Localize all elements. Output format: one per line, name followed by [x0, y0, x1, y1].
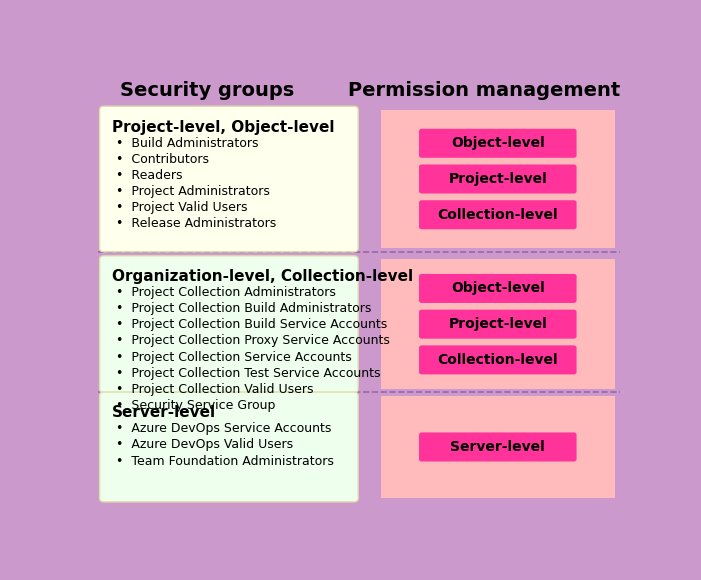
Text: •  Security Service Group: • Security Service Group: [116, 398, 275, 412]
Text: Permission management: Permission management: [348, 81, 620, 100]
Text: •  Project Collection Test Service Accounts: • Project Collection Test Service Accoun…: [116, 367, 381, 379]
Text: •  Readers: • Readers: [116, 169, 182, 182]
FancyBboxPatch shape: [419, 129, 576, 158]
FancyBboxPatch shape: [100, 256, 358, 393]
FancyBboxPatch shape: [419, 165, 576, 194]
Text: Project-level, Object-level: Project-level, Object-level: [112, 119, 334, 135]
Text: Collection-level: Collection-level: [437, 353, 558, 367]
Text: •  Build Administrators: • Build Administrators: [116, 137, 259, 150]
Text: Server-level: Server-level: [451, 440, 545, 454]
FancyBboxPatch shape: [419, 274, 576, 303]
FancyBboxPatch shape: [419, 345, 576, 375]
Text: •  Project Administrators: • Project Administrators: [116, 185, 270, 198]
FancyBboxPatch shape: [419, 200, 576, 229]
Text: Collection-level: Collection-level: [437, 208, 558, 222]
Text: •  Contributors: • Contributors: [116, 153, 209, 166]
Text: •  Project Collection Build Administrators: • Project Collection Build Administrator…: [116, 302, 372, 316]
FancyBboxPatch shape: [100, 106, 358, 252]
Text: •  Project Collection Build Service Accounts: • Project Collection Build Service Accou…: [116, 318, 387, 331]
Text: •  Project Collection Administrators: • Project Collection Administrators: [116, 286, 336, 299]
Text: •  Azure DevOps Service Accounts: • Azure DevOps Service Accounts: [116, 422, 332, 436]
Text: Security groups: Security groups: [120, 81, 294, 100]
FancyBboxPatch shape: [381, 259, 615, 389]
FancyBboxPatch shape: [381, 110, 615, 248]
FancyBboxPatch shape: [100, 392, 358, 502]
Text: •  Release Administrators: • Release Administrators: [116, 217, 276, 230]
FancyBboxPatch shape: [381, 396, 615, 498]
FancyBboxPatch shape: [419, 433, 576, 462]
Text: Project-level: Project-level: [449, 317, 547, 331]
Text: Server-level: Server-level: [112, 405, 216, 420]
Text: •  Project Valid Users: • Project Valid Users: [116, 201, 247, 214]
Text: •  Project Collection Service Accounts: • Project Collection Service Accounts: [116, 350, 352, 364]
Text: Object-level: Object-level: [451, 281, 545, 295]
Text: •  Team Foundation Administrators: • Team Foundation Administrators: [116, 455, 334, 467]
Text: Project-level: Project-level: [449, 172, 547, 186]
Text: •  Azure DevOps Valid Users: • Azure DevOps Valid Users: [116, 438, 293, 451]
Text: Organization-level, Collection-level: Organization-level, Collection-level: [112, 269, 413, 284]
Text: •  Project Collection Proxy Service Accounts: • Project Collection Proxy Service Accou…: [116, 335, 390, 347]
FancyBboxPatch shape: [419, 310, 576, 339]
Text: •  Project Collection Valid Users: • Project Collection Valid Users: [116, 383, 313, 396]
Text: Object-level: Object-level: [451, 136, 545, 150]
